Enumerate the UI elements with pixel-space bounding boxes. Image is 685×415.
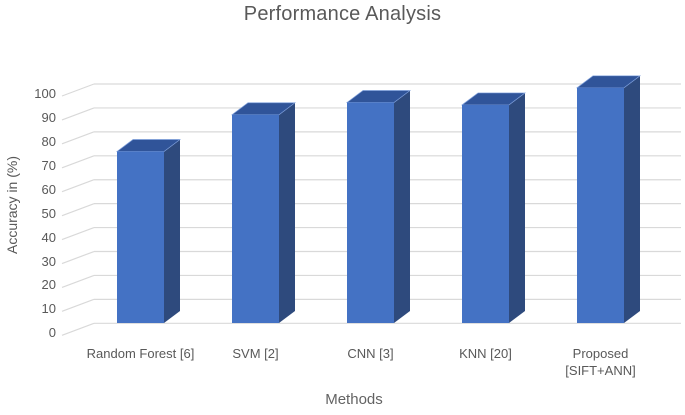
depth-tick: [61, 107, 95, 121]
depth-tick: [61, 298, 95, 312]
depth-tick: [61, 322, 95, 336]
depth-tick: [61, 131, 95, 145]
y-tick-label: 100: [34, 86, 56, 101]
x-category-label: Proposed [SIFT+ANN]: [565, 346, 636, 378]
y-tick-label: 60: [41, 181, 56, 197]
bar-front-face: [462, 104, 509, 323]
y-tick-label: 90: [41, 109, 56, 125]
bar-side-face: [509, 92, 525, 323]
depth-tick: [61, 274, 95, 289]
bar-front-face: [577, 87, 624, 323]
x-category-label: KNN [20]: [459, 346, 512, 361]
chart-title: Performance Analysis: [243, 3, 442, 25]
y-tick-label: 80: [41, 133, 56, 149]
y-tick-label: 50: [41, 205, 56, 221]
bar-side-face: [394, 90, 410, 323]
bar-front-face: [117, 151, 164, 323]
y-tick-label: 10: [41, 301, 56, 317]
depth-tick: [61, 250, 95, 265]
depth-tick: [61, 179, 95, 193]
depth-tick: [61, 155, 95, 169]
bar-front-face: [347, 102, 394, 323]
x-category-label: Random Forest [6]: [86, 346, 195, 361]
x-axis-title: Methods: [325, 391, 383, 408]
y-tick-label: 0: [48, 325, 56, 341]
bar-front-face: [232, 114, 279, 323]
depth-tick: [61, 227, 95, 241]
y-tick-label: 40: [41, 229, 56, 245]
bar-side-face: [279, 102, 295, 323]
depth-tick: [61, 83, 95, 97]
x-category-label: SVM [2]: [232, 346, 279, 361]
y-tick-label: 20: [41, 277, 56, 293]
y-tick-label: 70: [41, 157, 56, 173]
bar-side-face: [624, 75, 640, 323]
x-category-label: CNN [3]: [347, 346, 394, 361]
y-tick-label: 30: [41, 253, 56, 269]
depth-tick: [61, 203, 95, 217]
bar-side-face: [164, 139, 180, 323]
